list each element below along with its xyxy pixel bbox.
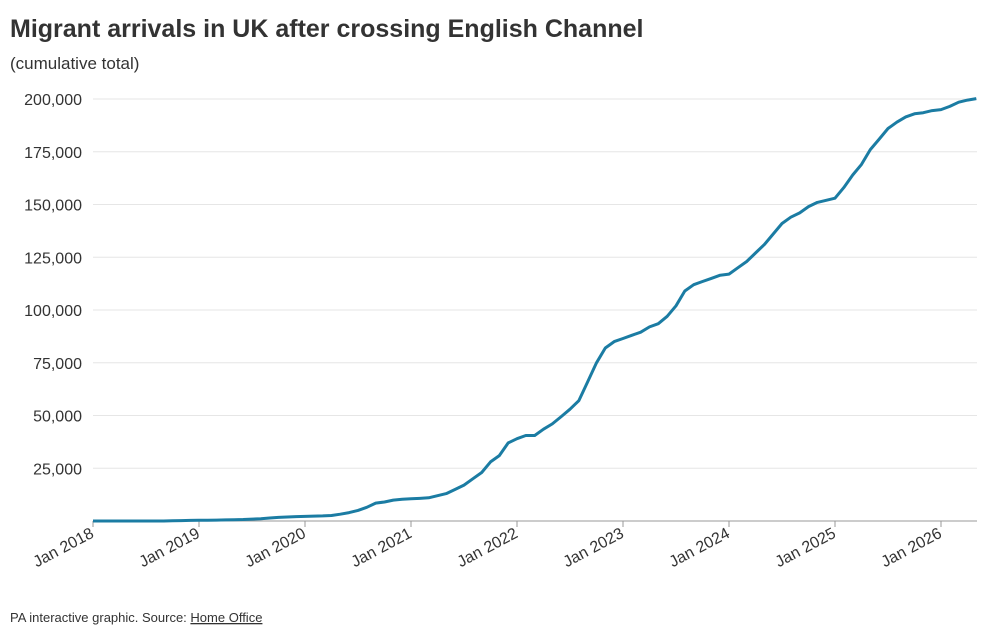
y-tick-label: 150,000 bbox=[24, 198, 82, 215]
x-tick-label: Jan 2020 bbox=[243, 525, 309, 571]
x-tick-label: Jan 2019 bbox=[137, 525, 203, 571]
x-tick-label: Jan 2018 bbox=[31, 525, 97, 571]
x-tick-label: Jan 2023 bbox=[561, 525, 627, 571]
x-tick-label: Jan 2021 bbox=[349, 525, 415, 571]
y-tick-label: 125,000 bbox=[24, 250, 82, 267]
y-tick-label: 100,000 bbox=[24, 303, 82, 320]
x-tick-label: Jan 2026 bbox=[879, 525, 945, 571]
x-tick-label: Jan 2025 bbox=[773, 525, 839, 571]
x-tick-label: Jan 2024 bbox=[667, 525, 733, 571]
x-tick-label: Jan 2022 bbox=[455, 525, 521, 571]
data-line bbox=[93, 97, 977, 523]
y-tick-label: 25,000 bbox=[33, 461, 82, 478]
y-tick-label: 75,000 bbox=[33, 356, 82, 373]
chart-subtitle: (cumulative total) bbox=[10, 54, 139, 73]
source-link[interactable]: Home Office bbox=[190, 610, 262, 625]
y-tick-label: 175,000 bbox=[24, 145, 82, 162]
footnote-text: PA interactive graphic. Source: bbox=[10, 610, 190, 625]
y-tick-label: 50,000 bbox=[33, 409, 82, 426]
footnote: PA interactive graphic. Source: Home Off… bbox=[10, 610, 262, 625]
chart-title: Migrant arrivals in UK after crossing En… bbox=[10, 15, 643, 43]
y-tick-label: 200,000 bbox=[24, 92, 82, 109]
